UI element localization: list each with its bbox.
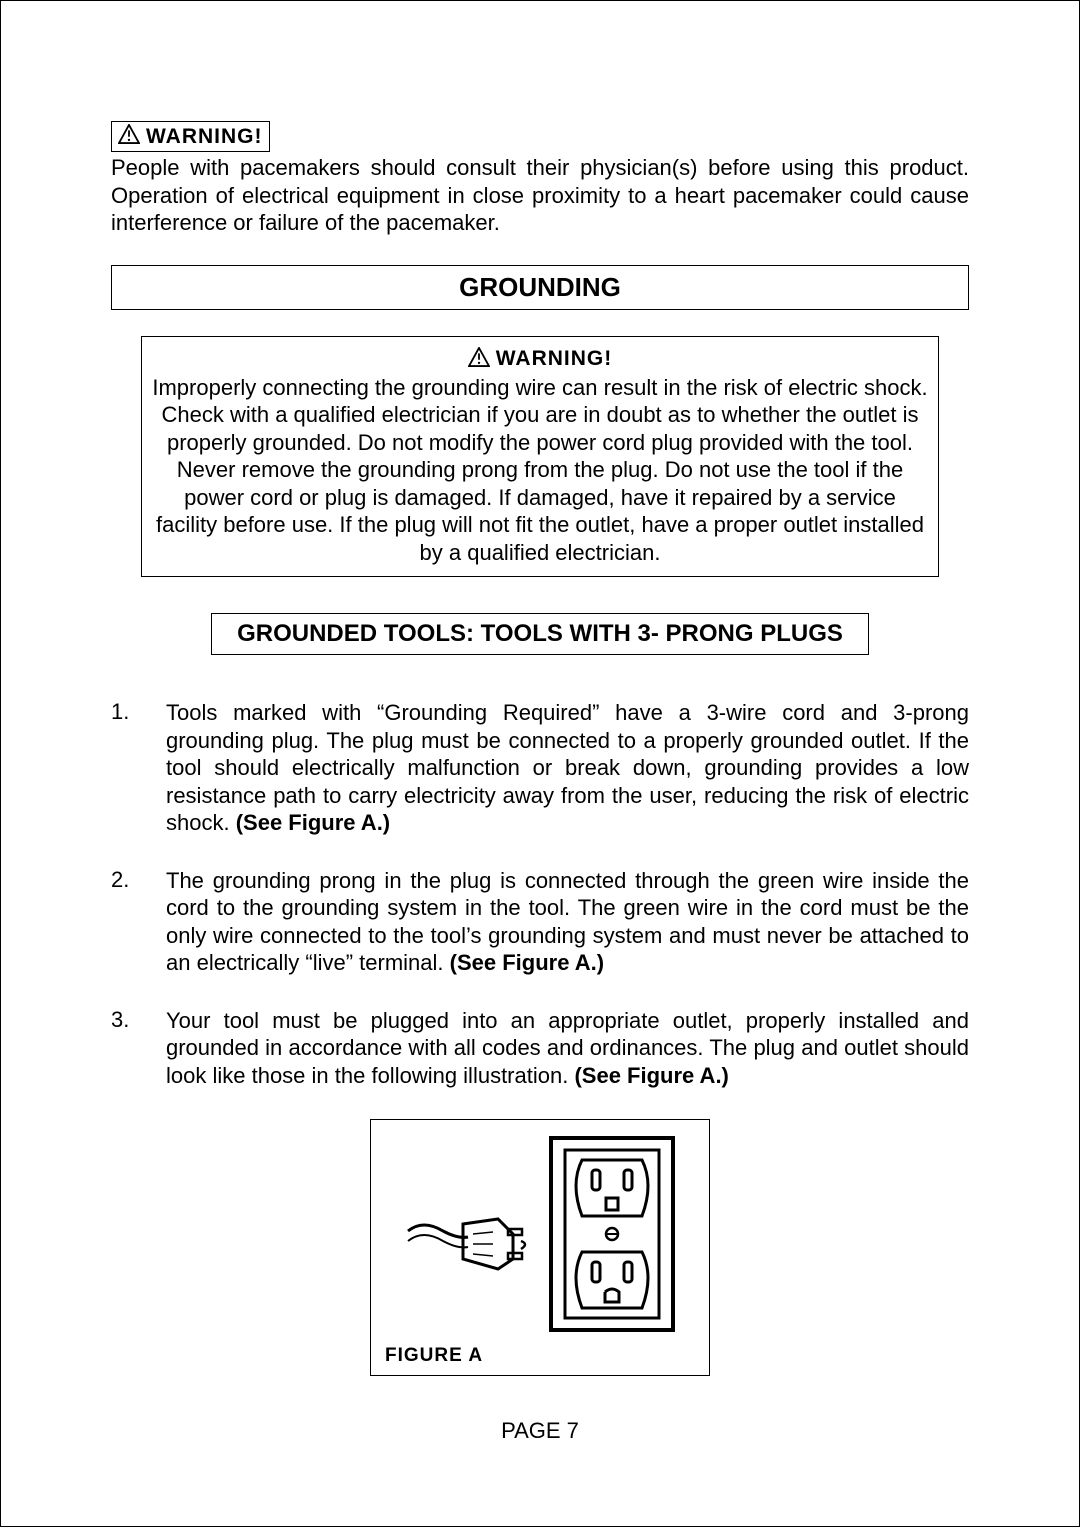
pacemaker-paragraph: People with pacemakers should consult th… <box>111 154 969 237</box>
warning-label-text: WARNING! <box>146 125 263 149</box>
section-header-grounding: GROUNDING <box>111 265 969 310</box>
warning-triangle-icon <box>118 124 140 149</box>
plug-icon <box>403 1179 533 1294</box>
item-text: Your tool must be plugged into an approp… <box>166 1007 969 1090</box>
warning-label-text: WARNING! <box>496 347 613 371</box>
figure-label: FIGURE A <box>385 1345 695 1367</box>
item-text: The grounding prong in the plug is conne… <box>166 867 969 977</box>
warning-label-box: WARNING! <box>111 121 270 152</box>
figure-a-box: FIGURE A <box>370 1119 710 1376</box>
grounding-warning-box: WARNING! Improperly connecting the groun… <box>141 336 939 578</box>
item-number: 2. <box>111 867 166 977</box>
sub-header-grounded-tools: GROUNDED TOOLS: TOOLS WITH 3- PRONG PLUG… <box>211 613 869 655</box>
list-item: 2. The grounding prong in the plug is co… <box>111 867 969 977</box>
grounding-warning-text: Improperly connecting the grounding wire… <box>152 374 928 567</box>
list-item: 1. Tools marked with “Grounding Required… <box>111 699 969 837</box>
outlet-icon <box>547 1134 677 1339</box>
numbered-list: 1. Tools marked with “Grounding Required… <box>111 699 969 1089</box>
document-page: WARNING! People with pacemakers should c… <box>0 0 1080 1527</box>
page-number: PAGE 7 <box>111 1418 969 1444</box>
item-text: Tools marked with “Grounding Required” h… <box>166 699 969 837</box>
warning-triangle-icon <box>468 347 490 372</box>
list-item: 3. Your tool must be plugged into an app… <box>111 1007 969 1090</box>
item-number: 3. <box>111 1007 166 1090</box>
item-number: 1. <box>111 699 166 837</box>
